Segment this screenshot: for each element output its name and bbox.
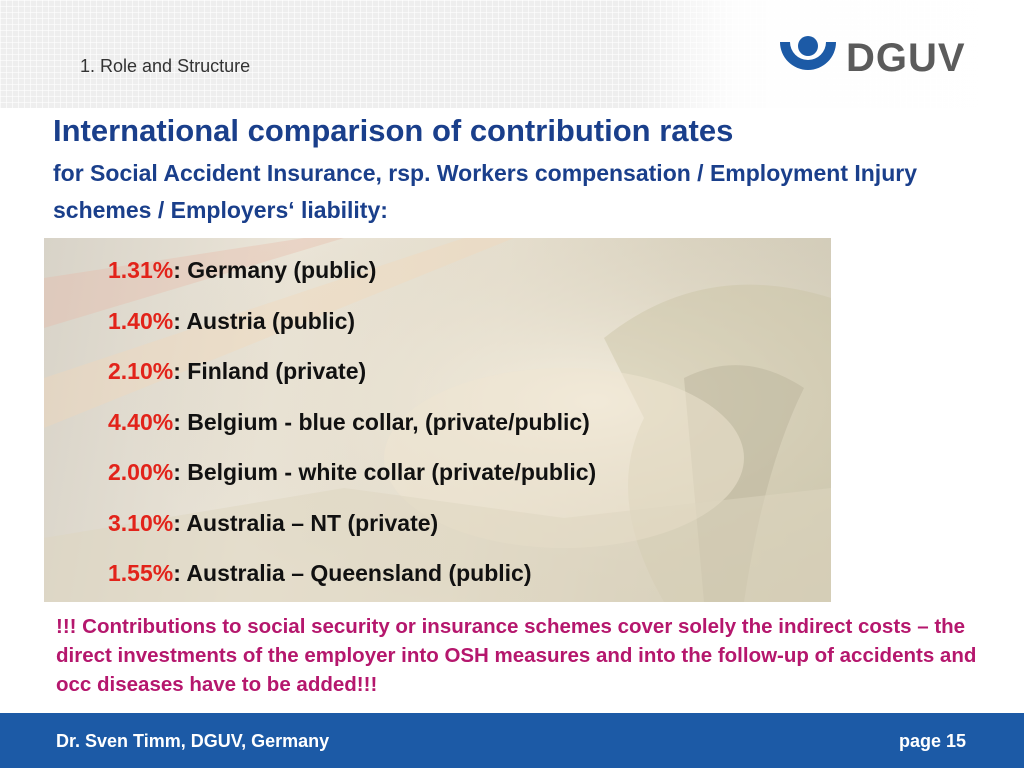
rate-item: 2.00%: Belgium - white collar (private/p… — [108, 454, 596, 505]
banknote-photo — [44, 238, 831, 602]
rate-label: : Belgium - blue collar, (private/public… — [173, 408, 590, 435]
page-number: page 15 — [898, 731, 966, 751]
rate-item: 2.10%: Finland (private) — [108, 353, 596, 404]
footer-bar — [0, 713, 1024, 768]
rate-percent: 3.10% — [108, 509, 174, 536]
rate-label: : Finland (private) — [173, 358, 367, 384]
rate-percent: 1.55% — [108, 560, 174, 586]
dguv-logo: DGUV — [772, 30, 972, 86]
header-fade — [0, 0, 1024, 108]
rate-percent: 2.00% — [108, 459, 174, 485]
rate-list: 1.31%: Germany (public) 1.40%: Austria (… — [108, 252, 596, 606]
rate-label: : Australia – Queensland (public) — [173, 560, 532, 586]
rate-label: : Germany (public) — [173, 257, 377, 283]
rate-item: 1.31%: Germany (public) — [108, 252, 596, 303]
rate-item: 3.10%: Australia – NT (private) — [108, 505, 596, 556]
footer-author: Dr. Sven Timm, DGUV, Germany — [56, 731, 330, 751]
rate-percent: 2.10% — [108, 358, 174, 384]
page-subtitle: for Social Accident Insurance, rsp. Work… — [53, 160, 917, 223]
logo-text: DGUV — [846, 35, 966, 80]
rate-percent: 1.40% — [108, 307, 174, 334]
disclaimer-note: !!! Contributions to social security or … — [56, 615, 977, 696]
rate-label: : Austria (public) — [173, 307, 356, 334]
rate-item: 1.55%: Australia – Queensland (public) — [108, 555, 596, 606]
banknote-background-image — [44, 238, 831, 602]
rate-percent: 1.31% — [108, 257, 174, 283]
rate-item: 1.40%: Austria (public) — [108, 303, 596, 354]
rate-label: : Belgium - white collar (private/public… — [173, 459, 597, 485]
section-label: 1. Role and Structure — [80, 56, 251, 76]
dguv-logo-icon — [780, 36, 836, 70]
page-title: International comparison of contribution… — [53, 113, 734, 148]
rate-item: 4.40%: Belgium - blue collar, (private/p… — [108, 404, 596, 455]
rate-percent: 4.40% — [108, 408, 174, 435]
rate-label: : Australia – NT (private) — [173, 509, 439, 536]
